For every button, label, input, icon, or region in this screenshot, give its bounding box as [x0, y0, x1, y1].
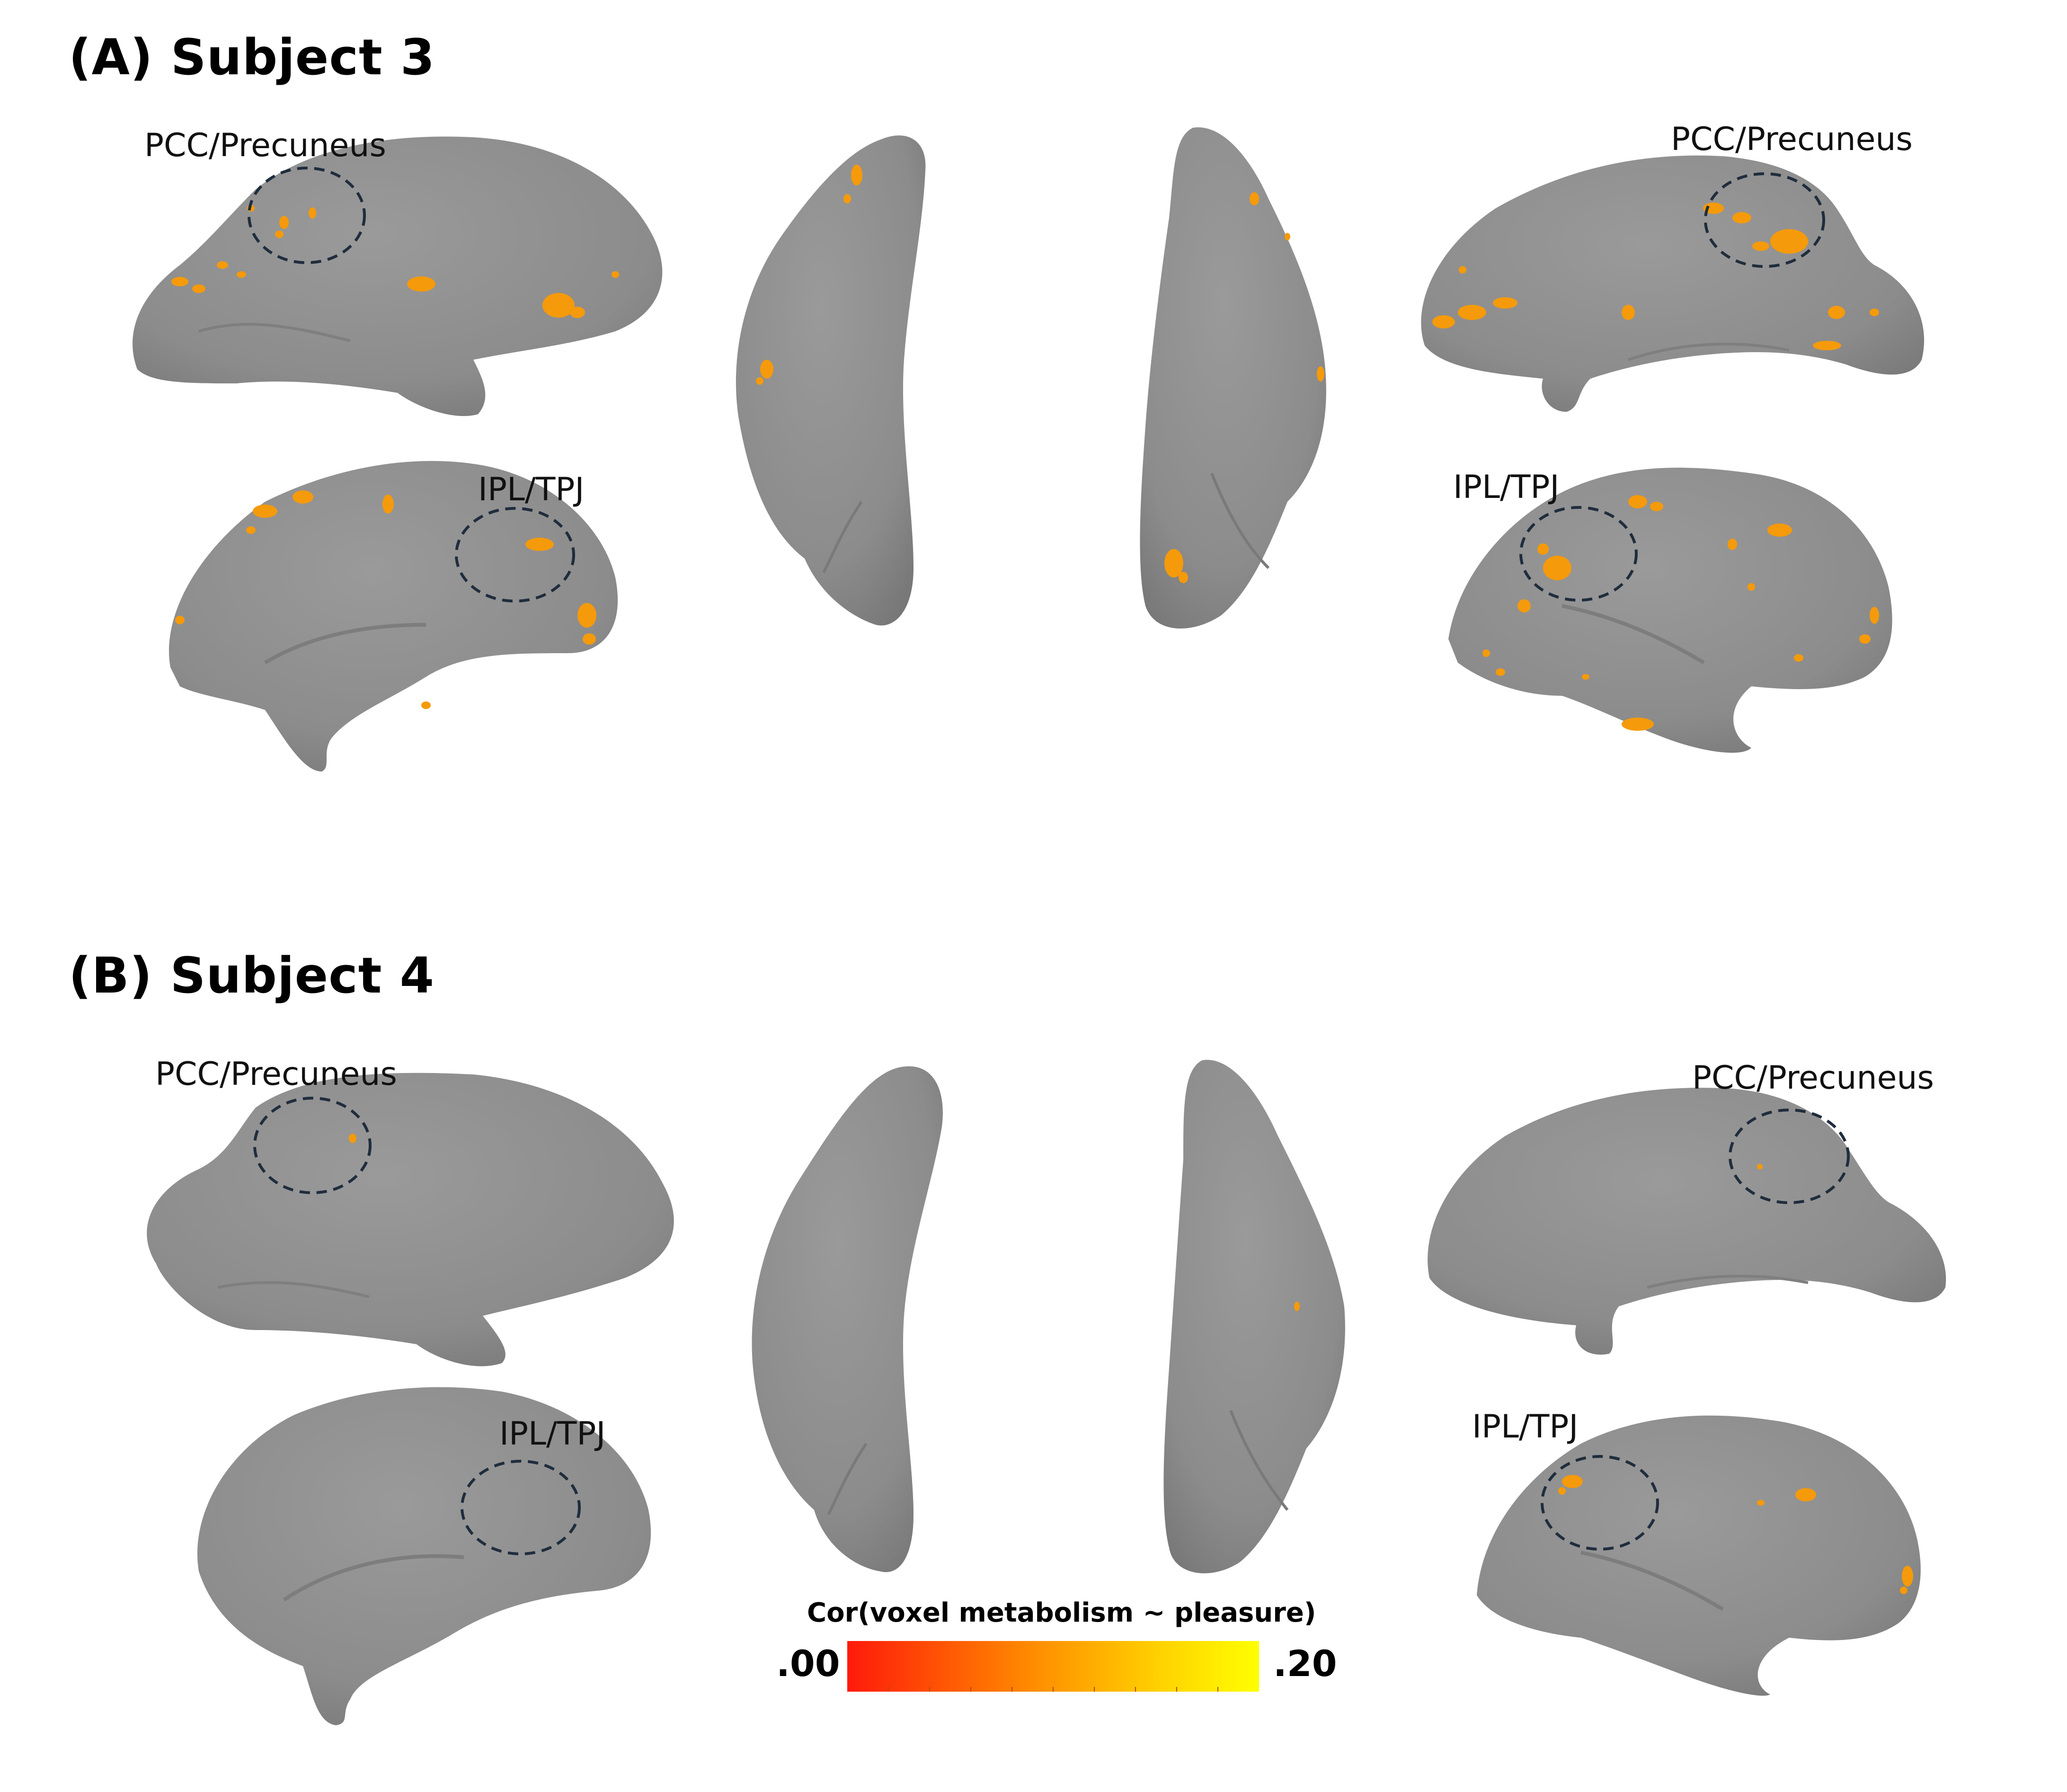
a-right-lateral-activations: [1482, 495, 1879, 731]
colorbar-min-label: .00: [776, 1642, 840, 1685]
b-left-medial-activations: [349, 1134, 356, 1143]
colorbar-title: Cor(voxel metabolism ~ pleasure): [807, 1597, 1316, 1628]
panel-b-title: (B) Subject 4: [69, 947, 435, 1004]
b-left-pcc-roi-circle: [253, 1097, 372, 1194]
b-right-pcc-roi-circle: [1729, 1109, 1850, 1204]
b-right-dorsal-activations: [1294, 1302, 1300, 1311]
a-left-lateral-label: IPL/TPJ: [478, 471, 585, 508]
a-left-medial-hemisphere: [133, 136, 663, 416]
b-left-ipl-roi-circle: [461, 1460, 581, 1555]
a-right-lateral-hemisphere: [1448, 468, 1892, 753]
a-right-dorsal-activations: [1164, 192, 1324, 583]
b-right-medial-hemisphere: [1428, 1088, 1946, 1355]
a-right-medial-hemisphere: [1421, 155, 1925, 412]
b-left-dorsal-hemisphere: [752, 1066, 943, 1572]
a-right-medial-label: PCC/Precuneus: [1671, 121, 1913, 158]
a-left-dorsal-hemisphere: [736, 135, 926, 626]
b-left-lateral-label: IPL/TPJ: [499, 1415, 606, 1453]
a-left-ipl-roi-circle: [455, 507, 575, 603]
b-right-ipl-roi-circle: [1541, 1455, 1659, 1551]
panel-a-title: (A) Subject 3: [69, 28, 435, 86]
b-right-lateral-hemisphere: [1477, 1415, 1921, 1696]
a-right-lateral-label: IPL/TPJ: [1453, 469, 1560, 506]
a-right-dorsal-hemisphere: [1140, 127, 1326, 629]
b-left-medial-hemisphere: [147, 1073, 674, 1366]
a-left-medial-label: PCC/Precuneus: [144, 127, 386, 164]
b-right-lateral-label: IPL/TPJ: [1472, 1408, 1579, 1446]
a-left-lateral-activations: [175, 490, 596, 709]
b-right-medial-activations: [1757, 1164, 1763, 1170]
a-right-medial-activations: [1432, 203, 1879, 350]
b-left-medial-label: PCC/Precuneus: [155, 1056, 397, 1093]
b-right-medial-label: PCC/Precuneus: [1692, 1059, 1934, 1097]
b-right-lateral-activations: [1558, 1475, 1913, 1594]
colorbar-gradient: [847, 1641, 1259, 1692]
a-left-lateral-hemisphere: [169, 461, 618, 772]
a-left-medial-activations: [171, 205, 619, 318]
a-right-ipl-roi-circle: [1519, 506, 1638, 602]
a-left-pcc-roi-circle: [248, 167, 366, 264]
colorbar-minor-ticks: [888, 1687, 1218, 1692]
a-left-dorsal-activations: [756, 165, 862, 385]
b-right-dorsal-hemisphere: [1163, 1060, 1345, 1573]
colorbar-max-label: .20: [1273, 1642, 1337, 1685]
b-left-lateral-hemisphere: [197, 1387, 651, 1725]
a-right-pcc-roi-circle: [1704, 172, 1825, 268]
